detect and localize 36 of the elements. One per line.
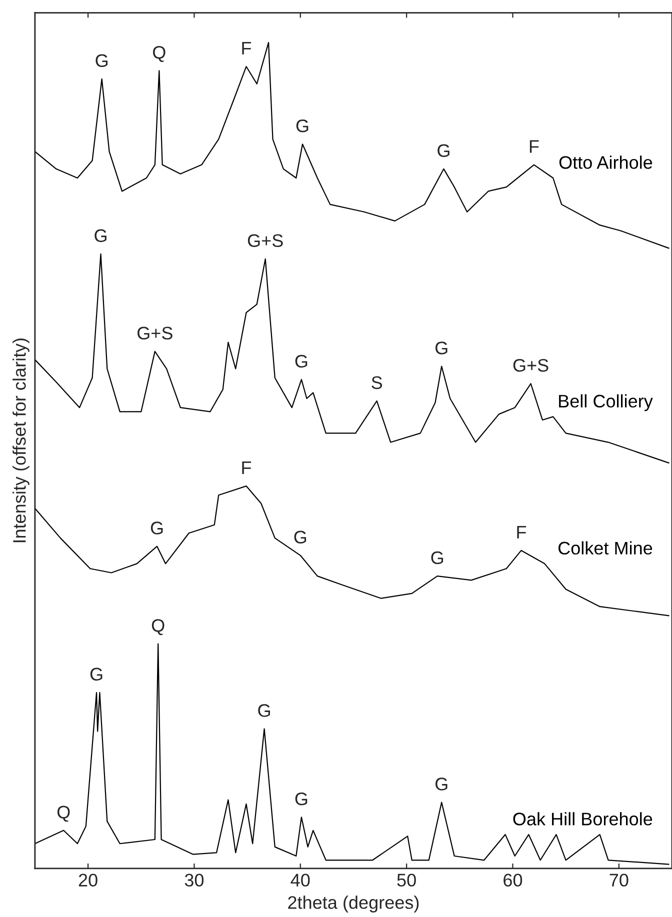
- x-tick-label: 50: [397, 874, 416, 887]
- annotation: G: [94, 229, 106, 242]
- annotation: G: [295, 792, 308, 806]
- annotation: Q: [153, 46, 166, 62]
- annotation: Q: [57, 806, 70, 822]
- annotation: F: [517, 526, 526, 538]
- series-label: Bell Colliery: [559, 394, 653, 412]
- annotation: G: [296, 119, 308, 132]
- x-axis-title: 2theta (degrees): [288, 896, 419, 912]
- annotation: G+S: [248, 234, 283, 248]
- x-tick-label: 20: [78, 874, 98, 887]
- annotation: F: [530, 140, 539, 153]
- annotation: G+S: [513, 358, 548, 372]
- x-tick-label: 40: [290, 874, 310, 887]
- annotation: G: [431, 551, 444, 564]
- annotation: G: [90, 668, 102, 681]
- series-label: Colket Mine: [558, 541, 652, 555]
- series-label: Oak Hill Borehole: [513, 812, 652, 826]
- annotation: G: [438, 144, 450, 158]
- annotation: F: [242, 42, 252, 54]
- x-tick-label: 60: [504, 874, 522, 887]
- annotation: G: [295, 354, 308, 368]
- annotation: G: [435, 342, 448, 354]
- annotation: G: [96, 54, 108, 67]
- annotation: F: [242, 462, 252, 474]
- annotation: G: [150, 522, 163, 534]
- y-axis-title: Intensity (offset for clarity): [12, 338, 30, 542]
- annotation: Q: [152, 619, 164, 636]
- annotation: G+S: [138, 326, 172, 340]
- series-label: Otto Airhole: [559, 156, 652, 169]
- annotation: G: [435, 778, 448, 790]
- annotation: G: [258, 704, 270, 717]
- annotation: S: [372, 376, 382, 390]
- annotation: G: [294, 530, 306, 544]
- x-tick-label: 30: [184, 874, 204, 887]
- x-tick-label: 70: [610, 874, 628, 887]
